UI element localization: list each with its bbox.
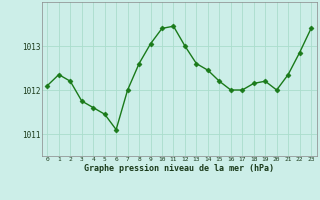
X-axis label: Graphe pression niveau de la mer (hPa): Graphe pression niveau de la mer (hPa): [84, 164, 274, 173]
